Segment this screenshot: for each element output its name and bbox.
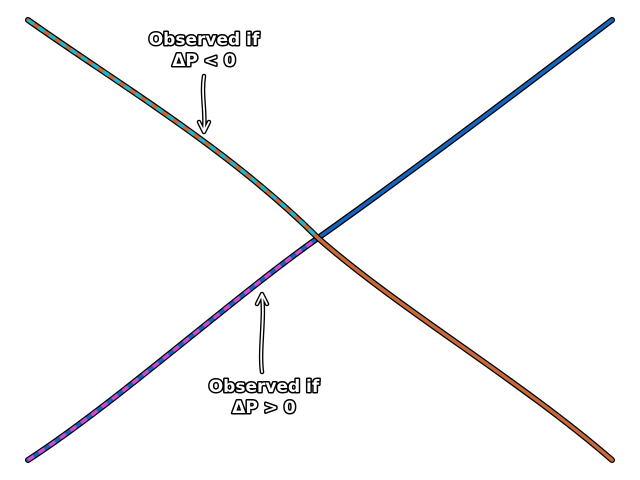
annotation-bottom-line1: Observed if — [209, 377, 320, 397]
arrow-top-icon — [196, 73, 212, 135]
falling-line — [25, 17, 615, 463]
rising-line-observed-segment — [27, 236, 320, 462]
falling-line-observed-segment — [26, 18, 320, 240]
arrow-bottom-icon — [254, 291, 270, 375]
annotation-bottom-line2: ΔP > 0 — [232, 398, 296, 418]
annotation-bottom: Observed if ΔP > 0 — [207, 376, 321, 420]
annotation-top: Observed if ΔP < 0 — [147, 29, 261, 73]
annotation-top-line1: Observed if — [149, 30, 260, 50]
annotation-top-line2: ΔP < 0 — [172, 51, 236, 71]
